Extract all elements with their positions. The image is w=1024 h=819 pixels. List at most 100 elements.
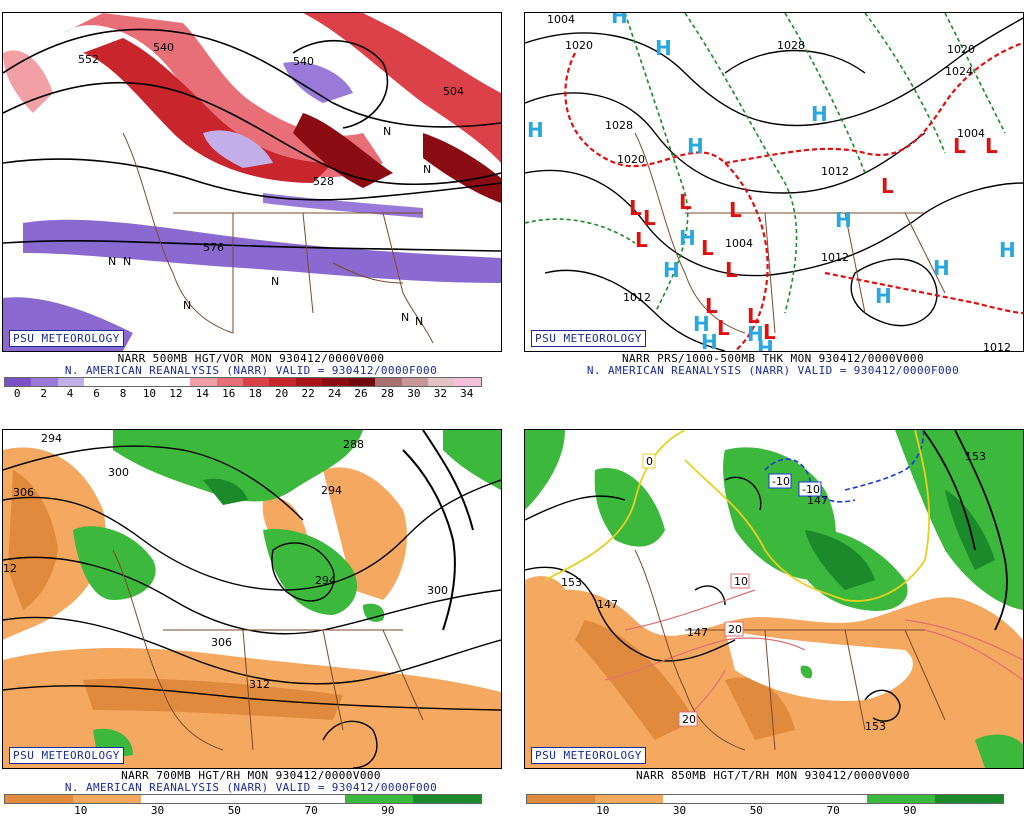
colorbar-swatch: [413, 795, 481, 803]
colorbar-swatch: [295, 378, 323, 386]
moist-region-north: [113, 430, 363, 502]
temp-label-box: [768, 473, 792, 489]
dry-region-west-coast: [525, 576, 570, 615]
colorbar-tick-label: 70: [826, 804, 840, 817]
colorbar-tick-label: 10: [142, 387, 157, 400]
colorbar-tick-label: 30: [672, 804, 687, 817]
temp-label: 0: [646, 455, 653, 468]
colorbar-tick-label: 12: [169, 387, 183, 400]
colorbar-tick-label: 32: [433, 387, 447, 400]
colorbar: [526, 794, 1004, 804]
colorbar-swatch: [322, 378, 349, 386]
t850-map-canvas: 153 147 147 153 147 153 -10 -10 0 10 20 …: [525, 430, 1023, 768]
extrema-marker: N: [423, 163, 431, 176]
extrema-marker: N: [415, 315, 423, 328]
temp-label: 10: [734, 575, 748, 588]
extrema-marker: N: [401, 311, 409, 324]
vorticity-core-dark: [293, 113, 393, 188]
colorbar-tick-label: 14: [195, 387, 209, 400]
contour-label: 153: [965, 450, 986, 463]
contour-label: 312: [249, 678, 270, 691]
vorticity-spot-nw: [3, 50, 53, 113]
colorbar: [4, 794, 482, 804]
contour-label: 300: [108, 466, 129, 479]
colorbar-swatch: [527, 795, 595, 803]
colorbar-swatch: [799, 795, 867, 803]
low-pressure-symbol: L: [985, 134, 998, 158]
colorbar-swatch: [269, 378, 296, 386]
panel-title-line2: N. AMERICAN REANALYSIS (NARR) VALID = 93…: [64, 781, 438, 794]
colorbar-swatch: [209, 795, 277, 803]
high-pressure-symbol: H: [999, 238, 1016, 262]
colorbar-swatch: [595, 795, 663, 803]
map-boundaries: [122, 132, 434, 344]
colorbar-tick-label: 6: [93, 387, 100, 400]
moist-region-gulf: [975, 734, 1023, 768]
high-pressure-symbol: H: [933, 256, 950, 280]
vorticity-min-band-central: [23, 219, 501, 283]
colorbar-tick-label: 24: [327, 387, 342, 400]
low-pressure-symbol: L: [717, 316, 730, 340]
colorbar-swatch: [935, 795, 1003, 803]
panel-850mb-temp-rh: 153 147 147 153 147 153 -10 -10 0 10 20 …: [522, 417, 1024, 819]
colorbar-swatch: [345, 795, 413, 803]
high-pressure-symbol: H: [687, 134, 704, 158]
temp-zero-line: [544, 430, 930, 602]
temp-label: 20: [728, 623, 742, 636]
temp-label-box: [798, 481, 822, 497]
colorbar-labels: 10 30 50 70 90: [4, 804, 480, 818]
low-pressure-symbol: L: [763, 320, 776, 344]
contour-label: 576: [203, 241, 224, 254]
colorbar-swatch: [141, 795, 209, 803]
temp-label-box: [724, 621, 744, 637]
colorbar-tick-label: 30: [407, 387, 421, 400]
colorbar-tick-label: 50: [227, 804, 241, 817]
height-contours: [525, 430, 1008, 722]
colorbar-swatch: [110, 378, 138, 386]
thickness-contours: [525, 13, 1006, 314]
map-boundaries: [634, 132, 946, 334]
temp-label: 20: [682, 713, 696, 726]
high-pressure-symbol: H: [527, 118, 544, 142]
colorbar-tick-label: 0: [13, 387, 21, 400]
moist-region-rockies: [594, 468, 665, 547]
colorbar-tick-label: 10: [596, 804, 610, 817]
vorticity-min-patch-east: [283, 62, 353, 103]
height-contours: [3, 28, 501, 252]
colorbar-swatch: [190, 378, 217, 386]
vorticity-min-patch-north: [203, 130, 273, 168]
extrema-markers: N N N N N N N N: [108, 125, 431, 328]
low-pressure-symbol: L: [729, 198, 742, 222]
colorbar-tick-label: 90: [381, 804, 395, 817]
panel-title-line2: N. AMERICAN REANALYSIS (NARR) VALID = 93…: [586, 364, 960, 377]
pressure-centers: H H H H H H H H H H H H H H H L L L L L: [527, 13, 1016, 351]
psu-meteorology-badge: PSU METEOROLOGY: [9, 330, 124, 347]
high-pressure-symbol: H: [811, 102, 828, 126]
colorbar-swatch: [84, 378, 111, 386]
colorbar-swatch: [57, 378, 85, 386]
isobar-label: 1012: [821, 251, 849, 264]
isobar-label: 1012: [821, 165, 849, 178]
panel-pressure-thickness: 1004 1020 1028 1028 1020 1012 1020 1004 …: [522, 0, 1024, 402]
isobar-label: 1020: [565, 39, 593, 52]
temp-label: -10: [802, 483, 820, 496]
colorbar-tick-label: 8: [119, 387, 127, 400]
colorbar-swatch: [242, 378, 270, 386]
colorbar-swatch: [401, 378, 428, 386]
vorticity-map: 552 540 540 504 528 576 N N N N N N N N …: [2, 12, 502, 352]
colorbar-tick-label: 50: [749, 804, 763, 817]
isobar-label: 1024: [945, 65, 973, 78]
colorbar-tick-label: 70: [304, 804, 318, 817]
extrema-marker: N: [183, 299, 191, 312]
isobar-label: 1004: [547, 13, 575, 26]
contour-label: 306: [13, 486, 34, 499]
colorbar-swatch: [867, 795, 935, 803]
colorbar-swatch: [163, 378, 191, 386]
temp-label-box: [642, 453, 656, 469]
colorbar-swatch: [348, 378, 376, 386]
colorbar-tick-label: 28: [380, 387, 395, 400]
map-boundaries: [112, 549, 424, 751]
high-pressure-symbol: H: [663, 258, 680, 282]
dry-region-northeast: [323, 467, 407, 600]
colorbar-tick-label: 26: [354, 387, 368, 400]
